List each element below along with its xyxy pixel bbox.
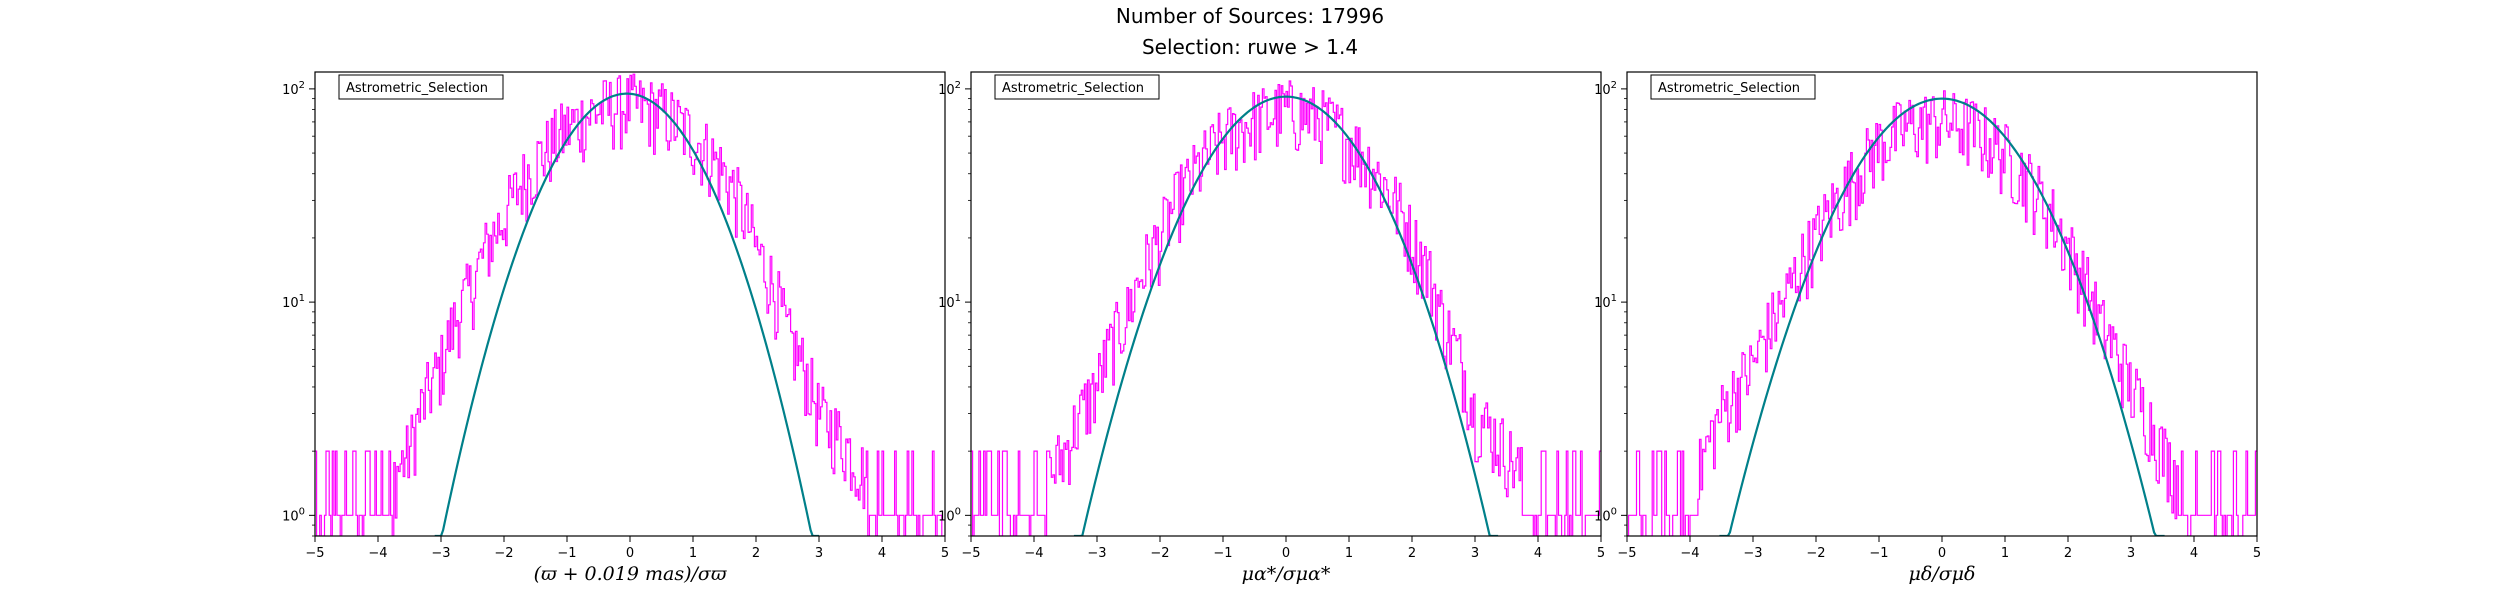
x-tick-label: −1 <box>1869 546 1888 561</box>
x-tick-label: 3 <box>815 546 823 561</box>
histogram-series <box>971 80 1601 536</box>
gaussian-fit-line <box>1719 97 2165 536</box>
panel-3: −5 −4 −3 −2 −1 0 1 2 3 4 5 100 101 102 Astrometric_Sel… <box>1594 71 2261 585</box>
x-tick-label: −3 <box>1087 546 1106 561</box>
x-tick-label: 2 <box>752 546 760 561</box>
y-tick-label: 100 <box>938 506 961 524</box>
x-tick-label: −3 <box>1743 546 1762 561</box>
figure-subtitle: Selection: ruwe > 1.4 <box>1141 35 1359 59</box>
x-tick-label: −5 <box>961 546 980 561</box>
histogram-series <box>315 73 945 536</box>
gaussian-fit-line <box>434 92 819 536</box>
y-tick-label: 100 <box>282 506 305 524</box>
plot-area <box>315 73 945 536</box>
x-tick-label: −1 <box>1213 546 1232 561</box>
x-tick-label: 5 <box>941 546 949 561</box>
y-tick-label: 101 <box>282 293 305 311</box>
legend-label: Astrometric_Selection <box>1658 81 1800 96</box>
y-tick-label: 102 <box>938 80 961 98</box>
x-tick-label: 1 <box>1345 546 1353 561</box>
x-axis-label: μδ/σμδ <box>1909 563 1976 585</box>
axes-frame <box>970 71 1602 537</box>
x-tick-label: −1 <box>557 546 576 561</box>
x-tick-label: 0 <box>1282 546 1290 561</box>
x-tick-label: 4 <box>1534 546 1542 561</box>
y-tick-label: 101 <box>1594 293 1617 311</box>
legend-box <box>994 74 1160 100</box>
y-tick-label: 100 <box>1594 506 1617 524</box>
y-tick-label: 102 <box>282 80 305 98</box>
figure-title: Number of Sources: 17996 <box>1115 4 1385 28</box>
x-tick-label: −3 <box>431 546 450 561</box>
y-tick-label: 102 <box>1594 80 1617 98</box>
legend-label: Astrometric_Selection <box>346 81 488 96</box>
plot-area <box>971 80 1601 536</box>
x-tick-label: 4 <box>2190 546 2198 561</box>
x-tick-label: 1 <box>689 546 697 561</box>
panel-1: −5 −4 −3 −2 −1 0 1 2 3 4 5 100 101 102 Astrometric_Sel… <box>282 71 949 585</box>
x-tick-label: 3 <box>1471 546 1479 561</box>
legend-box <box>338 74 504 100</box>
x-tick-label: 4 <box>878 546 886 561</box>
x-tick-label: 1 <box>2001 546 2009 561</box>
x-tick-label: −4 <box>368 546 387 561</box>
x-tick-label: −4 <box>1680 546 1699 561</box>
gaussian-fit-line <box>1073 95 1499 536</box>
x-tick-label: −2 <box>494 546 513 561</box>
x-axis-label: μα*/σμα* <box>1242 563 1331 585</box>
x-tick-label: −4 <box>1024 546 1043 561</box>
x-tick-label: −5 <box>1617 546 1636 561</box>
x-tick-label: 5 <box>2253 546 2261 561</box>
x-tick-label: 2 <box>2064 546 2072 561</box>
x-tick-label: 5 <box>1597 546 1605 561</box>
legend-box <box>1650 74 1816 100</box>
x-tick-label: 3 <box>2127 546 2135 561</box>
x-axis-label: (ϖ + 0.019 mas)/σϖ <box>534 563 727 585</box>
y-tick-label: 101 <box>938 293 961 311</box>
x-tick-label: 0 <box>1938 546 1946 561</box>
x-tick-label: 0 <box>626 546 634 561</box>
panel-2: −5 −4 −3 −2 −1 0 1 2 3 4 5 100 101 102 Astrometric_Sel… <box>938 71 1605 585</box>
histogram-series <box>1627 90 2257 536</box>
x-tick-label: 2 <box>1408 546 1416 561</box>
x-tick-label: −2 <box>1150 546 1169 561</box>
legend-label: Astrometric_Selection <box>1002 81 1144 96</box>
x-tick-label: −2 <box>1806 546 1825 561</box>
x-tick-label: −5 <box>305 546 324 561</box>
plot-area <box>1627 90 2257 536</box>
